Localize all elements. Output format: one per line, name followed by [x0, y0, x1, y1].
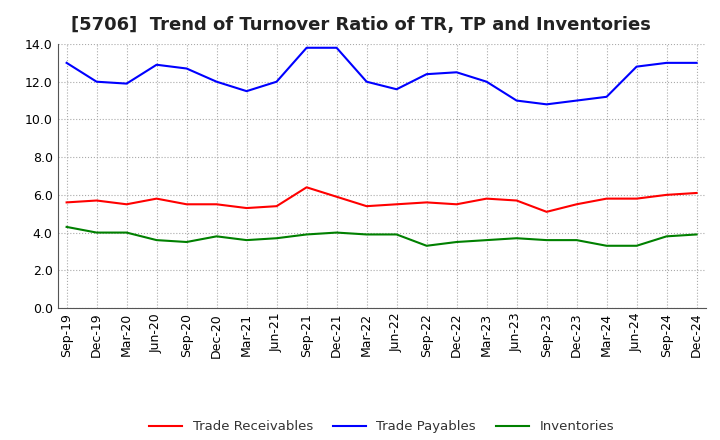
- Inventories: [92, 230, 101, 235]
- Line: Inventories: Inventories: [66, 227, 697, 246]
- Trade Receivables: [362, 204, 371, 209]
- Trade Receivables: [182, 202, 191, 207]
- Trade Payables: [333, 45, 341, 51]
- Trade Receivables: [452, 202, 461, 207]
- Trade Receivables: [572, 202, 581, 207]
- Inventories: [212, 234, 221, 239]
- Trade Receivables: [92, 198, 101, 203]
- Inventories: [153, 238, 161, 243]
- Inventories: [662, 234, 671, 239]
- Trade Payables: [302, 45, 311, 51]
- Text: [5706]  Trend of Turnover Ratio of TR, TP and Inventories: [5706] Trend of Turnover Ratio of TR, TP…: [71, 16, 650, 34]
- Trade Receivables: [422, 200, 431, 205]
- Inventories: [542, 238, 551, 243]
- Trade Payables: [482, 79, 491, 84]
- Trade Payables: [513, 98, 521, 103]
- Trade Payables: [212, 79, 221, 84]
- Trade Payables: [422, 72, 431, 77]
- Inventories: [62, 224, 71, 230]
- Inventories: [572, 238, 581, 243]
- Trade Receivables: [333, 194, 341, 199]
- Trade Payables: [92, 79, 101, 84]
- Trade Receivables: [392, 202, 401, 207]
- Inventories: [513, 235, 521, 241]
- Inventories: [422, 243, 431, 249]
- Trade Payables: [572, 98, 581, 103]
- Trade Payables: [392, 87, 401, 92]
- Trade Payables: [242, 88, 251, 94]
- Inventories: [272, 235, 281, 241]
- Inventories: [482, 238, 491, 243]
- Trade Payables: [122, 81, 131, 86]
- Inventories: [333, 230, 341, 235]
- Line: Trade Receivables: Trade Receivables: [66, 187, 697, 212]
- Trade Receivables: [302, 185, 311, 190]
- Inventories: [122, 230, 131, 235]
- Inventories: [242, 238, 251, 243]
- Inventories: [602, 243, 611, 249]
- Trade Receivables: [482, 196, 491, 201]
- Legend: Trade Receivables, Trade Payables, Inventories: Trade Receivables, Trade Payables, Inven…: [144, 415, 619, 439]
- Trade Payables: [662, 60, 671, 66]
- Inventories: [362, 232, 371, 237]
- Trade Receivables: [242, 205, 251, 211]
- Trade Payables: [182, 66, 191, 71]
- Trade Receivables: [693, 191, 701, 196]
- Inventories: [182, 239, 191, 245]
- Line: Trade Payables: Trade Payables: [66, 48, 697, 104]
- Inventories: [392, 232, 401, 237]
- Trade Payables: [362, 79, 371, 84]
- Trade Payables: [602, 94, 611, 99]
- Trade Receivables: [62, 200, 71, 205]
- Trade Receivables: [212, 202, 221, 207]
- Trade Payables: [62, 60, 71, 66]
- Trade Payables: [542, 102, 551, 107]
- Trade Receivables: [602, 196, 611, 201]
- Trade Payables: [452, 70, 461, 75]
- Trade Receivables: [513, 198, 521, 203]
- Trade Payables: [693, 60, 701, 66]
- Inventories: [302, 232, 311, 237]
- Trade Receivables: [272, 204, 281, 209]
- Trade Receivables: [542, 209, 551, 214]
- Trade Payables: [632, 64, 641, 69]
- Inventories: [693, 232, 701, 237]
- Trade Receivables: [153, 196, 161, 201]
- Trade Receivables: [632, 196, 641, 201]
- Trade Payables: [153, 62, 161, 67]
- Trade Payables: [272, 79, 281, 84]
- Inventories: [452, 239, 461, 245]
- Trade Receivables: [122, 202, 131, 207]
- Trade Receivables: [662, 192, 671, 198]
- Inventories: [632, 243, 641, 249]
